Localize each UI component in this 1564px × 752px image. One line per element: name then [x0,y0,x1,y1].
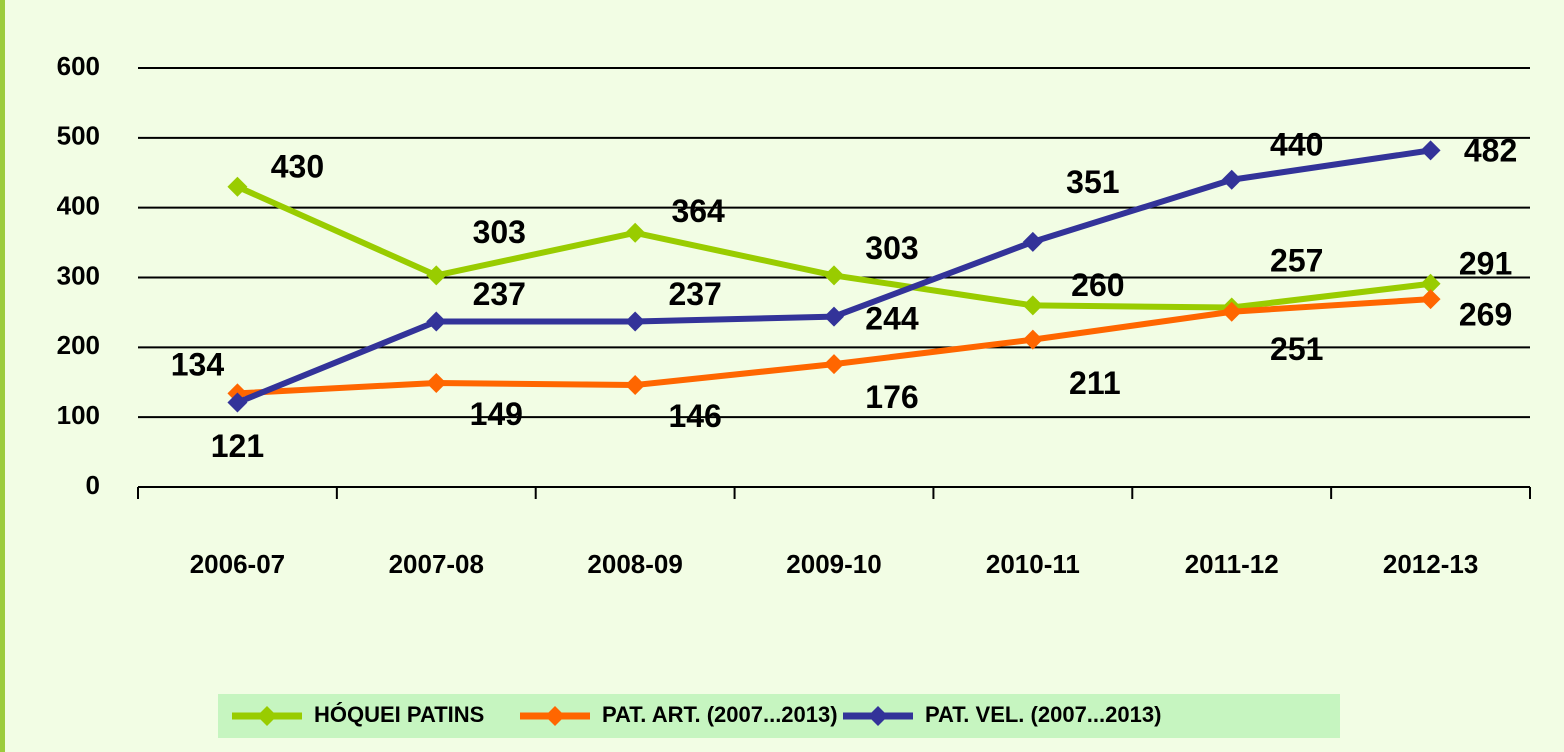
legend-box [218,694,1340,738]
legend: HÓQUEI PATINS PAT. ART. (2007...2013) PAT.… [218,694,1340,738]
data-label: 146 [668,398,721,434]
x-tick-label: 2011-12 [1185,549,1279,579]
data-point [1022,231,1043,252]
data-label: 244 [865,300,919,336]
data-point [625,375,646,396]
x-tick-label: 2008-09 [587,549,682,579]
legend-label: PAT. VEL. (2007...2013) [925,702,1161,727]
data-point [824,265,844,286]
y-tick-label: 200 [57,330,100,360]
data-label: 303 [865,230,918,266]
data-label: 364 [671,193,725,229]
data-point [426,265,447,286]
data-point [1022,295,1043,316]
data-point [1420,140,1441,161]
x-tick-label: 2010-11 [986,549,1080,579]
data-label: 291 [1459,246,1512,282]
data-label: 260 [1071,267,1124,303]
data-label: 149 [470,396,523,432]
x-tick-label: 2006-07 [190,549,285,579]
x-tick-label: 2012-13 [1383,549,1478,579]
data-label: 237 [668,276,721,312]
data-point [625,311,646,332]
x-tick-label: 2007-08 [389,549,484,579]
data-label: 269 [1459,296,1512,332]
data-label: 482 [1464,133,1517,169]
data-label: 251 [1270,331,1323,367]
data-label: 440 [1270,126,1323,162]
data-label: 211 [1069,365,1121,401]
data-label: 430 [271,148,324,184]
legend-marker [257,706,277,726]
data-label: 257 [1270,243,1323,279]
data-point [625,222,646,243]
data-label: 351 [1066,164,1119,200]
data-point [1022,329,1043,350]
data-point [824,306,844,327]
legend-marker [545,706,565,726]
legend-label: HÓQUEI PATINS [314,702,484,727]
y-tick-label: 100 [57,400,100,430]
data-point [227,392,248,413]
x-tick-label: 2009-10 [786,549,881,579]
y-tick-label: 600 [57,51,100,81]
legend-marker [868,706,888,726]
data-point [1420,273,1441,294]
data-label: 134 [171,346,225,382]
data-label: 121 [211,428,264,464]
data-point [1221,301,1242,322]
legend-label: PAT. ART. (2007...2013) [602,702,838,727]
y-tick-label: 400 [57,191,100,221]
data-label: 176 [865,379,918,415]
y-tick-label: 0 [86,470,100,500]
left-border [0,0,5,752]
y-tick-label: 300 [57,260,100,290]
data-point [824,354,844,375]
data-point [426,311,447,332]
data-label: 237 [473,276,526,312]
data-label: 303 [473,214,526,250]
data-point [1420,289,1441,310]
y-tick-label: 500 [57,121,100,151]
data-point [426,372,447,393]
data-point [1221,169,1242,190]
data-point [227,176,248,197]
